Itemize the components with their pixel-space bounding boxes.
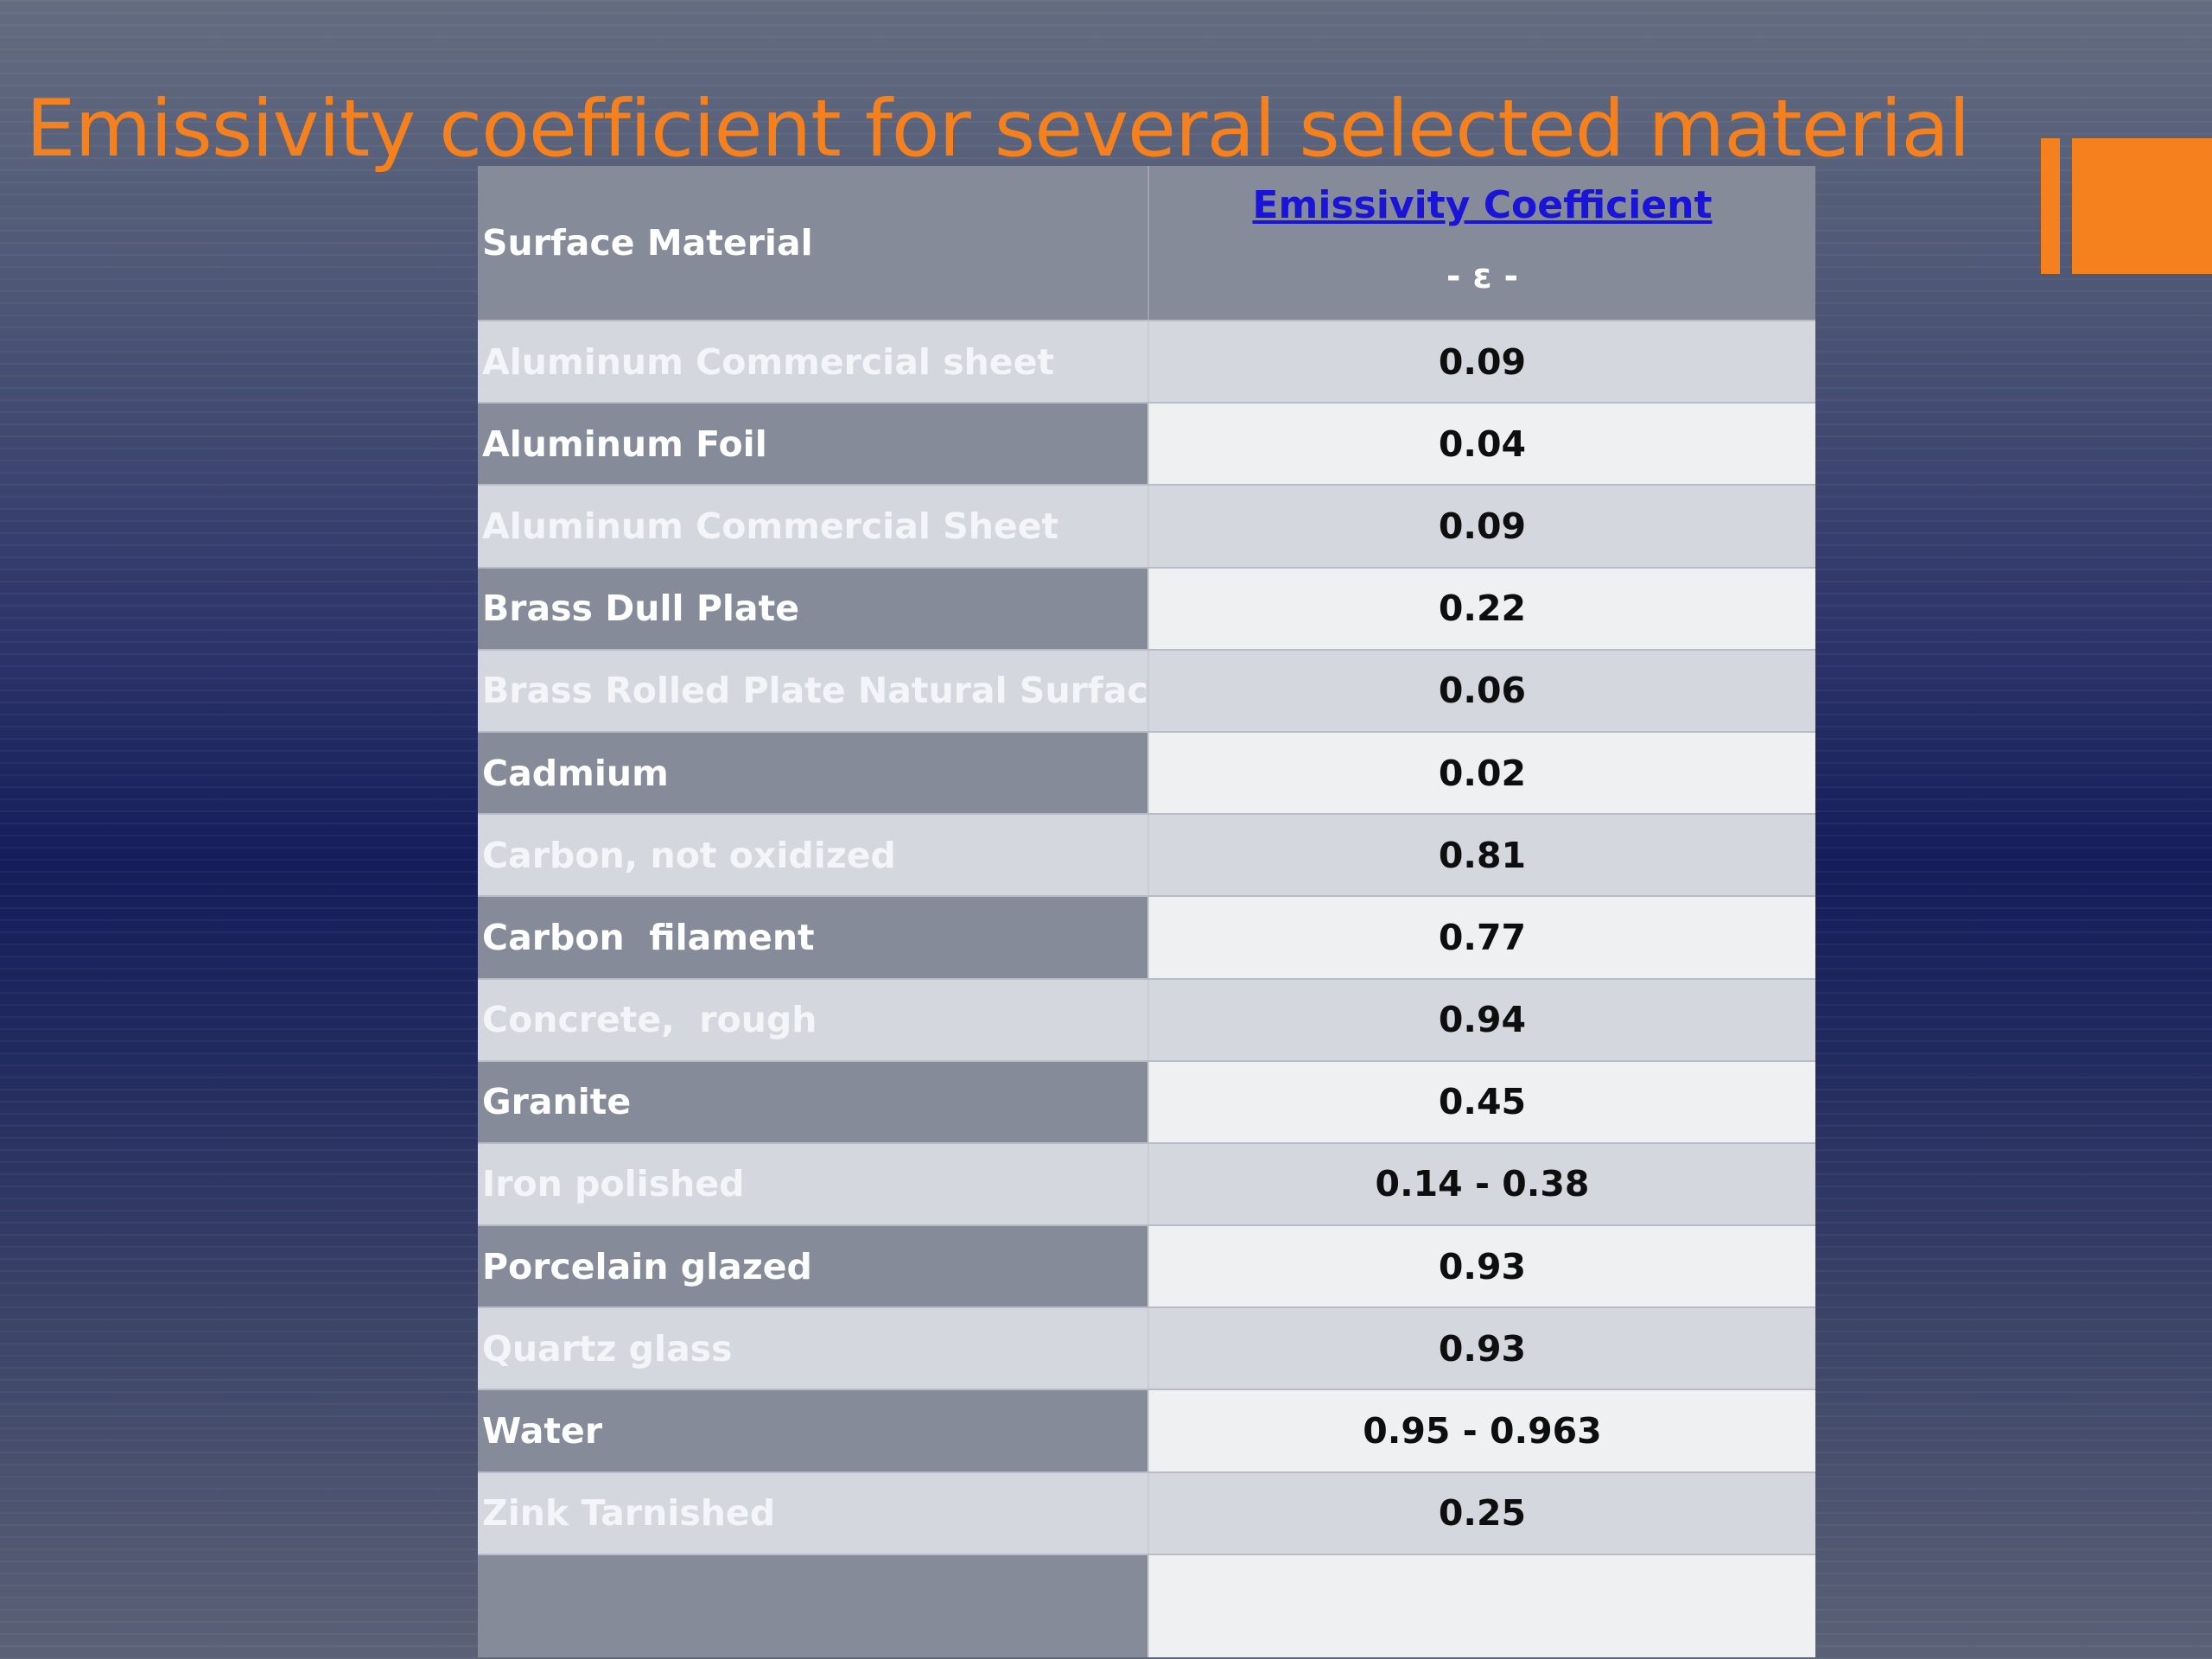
value-cell: 0.94 [1147, 979, 1815, 1060]
header-emissivity-cell: Emissivity Coefficient - ε - [1147, 166, 1815, 320]
value-cell: 0.95 - 0.963 [1147, 1390, 1815, 1471]
material-cell: Porcelain glazed [478, 1226, 1147, 1307]
table-empty-row [478, 1554, 1815, 1657]
table-row: Brass Dull Plate 0.22 [478, 568, 1815, 651]
accent-bar-thin [2041, 138, 2060, 274]
table-row: Aluminum Commercial sheet 0.09 [478, 321, 1815, 404]
material-cell: Brass Rolled Plate Natural Surface [478, 650, 1172, 731]
value-cell: 0.22 [1147, 568, 1815, 649]
value-cell: 0.06 [1147, 650, 1815, 731]
value-cell: 0.09 [1147, 321, 1815, 403]
material-cell: Carbon filament [478, 897, 1147, 978]
table-row: Carbon, not oxidized 0.81 [478, 815, 1815, 898]
material-cell: Water [478, 1390, 1147, 1471]
value-cell: 0.14 - 0.38 [1147, 1143, 1815, 1225]
material-cell: Aluminum Commercial Sheet [478, 486, 1147, 567]
material-cell: Aluminum Commercial sheet [478, 321, 1147, 403]
table-row: Porcelain glazed 0.93 [478, 1226, 1815, 1309]
epsilon-symbol: - ε - [1446, 257, 1519, 296]
table-row: Water 0.95 - 0.963 [478, 1390, 1815, 1473]
table-row: Cadmium 0.02 [478, 732, 1815, 816]
table-row: Quartz glass 0.93 [478, 1308, 1815, 1391]
table-row: Iron polished 0.14 - 0.38 [478, 1143, 1815, 1227]
empty-value-cell [1147, 1554, 1815, 1657]
value-cell: 0.04 [1147, 404, 1815, 485]
material-cell: Iron polished [478, 1143, 1147, 1225]
value-cell: 0.09 [1147, 486, 1815, 567]
value-cell: 0.93 [1147, 1226, 1815, 1307]
table-row: Granite 0.45 [478, 1061, 1815, 1144]
emissivity-table: Surface Material Emissivity Coefficient … [478, 166, 1815, 1659]
slide-title: Emissivity coefficient for several selec… [26, 84, 1970, 175]
table-row: Zink Tarnished 0.25 [478, 1472, 1815, 1555]
table-row: Brass Rolled Plate Natural Surface 0.06 [478, 650, 1815, 733]
material-cell: Quartz glass [478, 1308, 1147, 1389]
accent-bar-wide [2072, 138, 2212, 274]
material-cell: Cadmium [478, 732, 1147, 814]
value-cell: 0.02 [1147, 732, 1815, 814]
material-cell: Concrete, rough [478, 979, 1147, 1060]
value-cell: 0.25 [1147, 1472, 1815, 1554]
table-row: Concrete, rough 0.94 [478, 979, 1815, 1062]
value-cell: 0.45 [1147, 1061, 1815, 1142]
emissivity-coefficient-link[interactable]: Emissivity Coefficient [1252, 183, 1713, 227]
header-surface-material: Surface Material [478, 166, 1147, 320]
material-cell: Carbon, not oxidized [478, 815, 1147, 896]
material-cell: Zink Tarnished [478, 1472, 1147, 1554]
value-cell: 0.77 [1147, 897, 1815, 978]
table-row: Aluminum Commercial Sheet 0.09 [478, 486, 1815, 569]
material-cell: Brass Dull Plate [478, 568, 1147, 649]
value-cell: 0.93 [1147, 1308, 1815, 1389]
empty-material-cell [478, 1554, 1147, 1657]
material-cell: Aluminum Foil [478, 404, 1147, 485]
material-cell: Granite [478, 1061, 1147, 1142]
table-row: Carbon filament 0.77 [478, 897, 1815, 980]
table-header-row: Surface Material Emissivity Coefficient … [478, 166, 1815, 321]
table-row: Aluminum Foil 0.04 [478, 404, 1815, 486]
value-cell: 0.81 [1147, 815, 1815, 896]
